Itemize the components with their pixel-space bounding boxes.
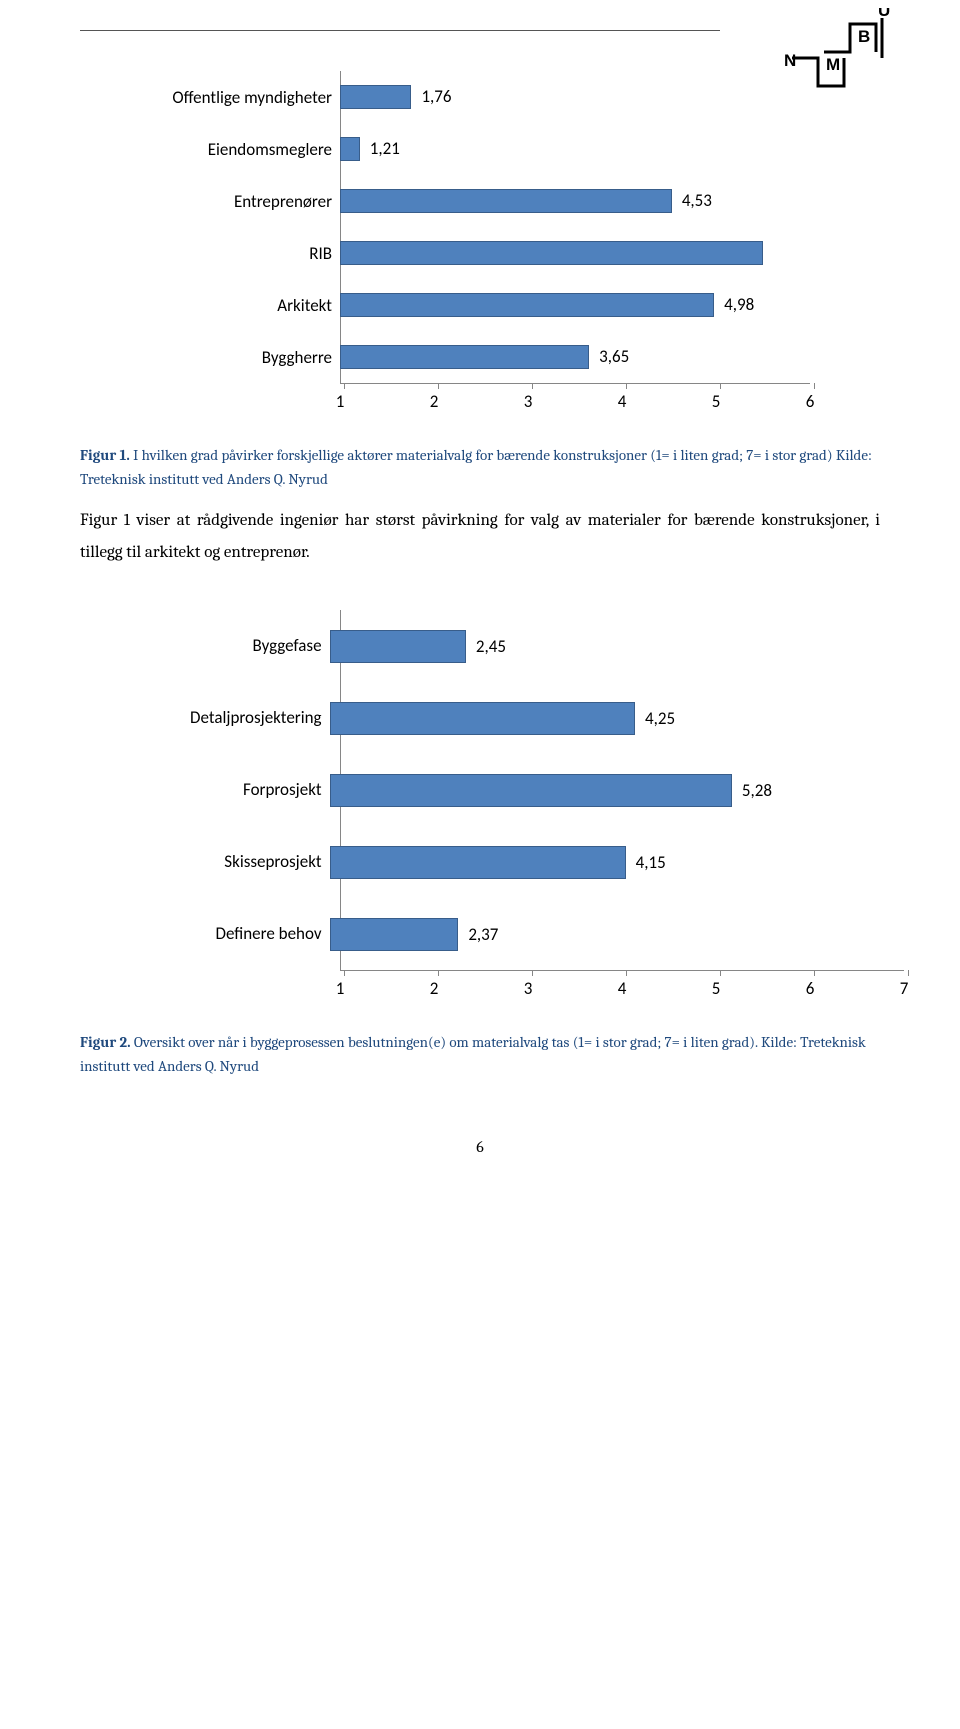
- page: N M B U Offentlige myndigheter1,76Eiendo…: [0, 0, 960, 1196]
- value-label: 4,53: [682, 189, 712, 213]
- logo-b: B: [858, 27, 870, 46]
- category-label: Offentlige myndigheter: [150, 87, 340, 108]
- value-label: 2,37: [468, 918, 498, 951]
- chart-phases: Byggefase 2,45 Detaljprosjektering 4,25 Forp…: [150, 610, 880, 1000]
- category-label: Byggefase: [150, 635, 330, 656]
- value-label: 4,15: [636, 846, 666, 879]
- bar: [340, 137, 360, 161]
- tick-label: 5: [712, 978, 721, 999]
- chart-row: Byggherre 3,65: [150, 331, 880, 383]
- category-label: Forprosjekt: [150, 779, 330, 800]
- chart-row: RIB: [150, 227, 880, 279]
- figure2-rest: Oversikt over når i byggeprosessen beslu…: [80, 1033, 866, 1075]
- value-label: 3,65: [599, 345, 629, 369]
- value-label: 2,45: [476, 630, 506, 663]
- figure2-caption: Figur 2. Oversikt over når i byggeproses…: [80, 1030, 880, 1078]
- chart-row: Arkitekt 4,98: [150, 279, 880, 331]
- tick-label: 1: [336, 978, 345, 999]
- category-label: Eiendomsmeglere: [150, 139, 340, 160]
- category-label: RIB: [150, 243, 340, 264]
- category-label: Definere behov: [150, 923, 330, 944]
- bar: [330, 846, 626, 879]
- chart-row: Byggefase 2,45: [150, 610, 880, 682]
- value-label: 1,21: [370, 137, 400, 161]
- chart-row: Definere behov 2,37: [150, 898, 880, 970]
- bar: [340, 85, 411, 109]
- value-label: 4,98: [724, 293, 754, 317]
- tick-label: 2: [430, 391, 439, 412]
- chart-row: Eiendomsmeglere 1,21: [150, 123, 880, 175]
- chart-row: Forprosjekt 5,28: [150, 754, 880, 826]
- category-label: Byggherre: [150, 347, 340, 368]
- chart-row: Detaljprosjektering 4,25: [150, 682, 880, 754]
- bar: [330, 918, 459, 951]
- logo-n: N: [784, 51, 796, 70]
- tick-label: 7: [900, 978, 909, 999]
- tick-label: 3: [524, 978, 533, 999]
- bar: [330, 774, 732, 807]
- chart-actors: Offentlige myndigheter 1,76 Eiendomsmegler…: [150, 71, 880, 413]
- category-label: Detaljprosjektering: [150, 707, 330, 728]
- tick-label: 3: [524, 391, 533, 412]
- bar: [340, 345, 589, 369]
- category-label: Entreprenører: [150, 191, 340, 212]
- figure1-lead: Figur 1.: [80, 446, 130, 464]
- figure1-caption: Figur 1. I hvilken grad påvirker forskje…: [80, 443, 880, 491]
- value-label: 1,76: [421, 85, 451, 109]
- tick-label: 5: [712, 391, 721, 412]
- bar: [330, 630, 466, 663]
- value-label: 5,28: [742, 774, 772, 807]
- tick-label: 4: [618, 391, 627, 412]
- tick-label: 1: [336, 391, 345, 412]
- logo-u: U: [878, 8, 890, 20]
- bar: [340, 189, 672, 213]
- chart-row: Skisseprosjekt 4,15: [150, 826, 880, 898]
- value-label: 4,25: [645, 702, 675, 735]
- tick-label: 4: [618, 978, 627, 999]
- body-paragraph: Figur 1 viser at rådgivende ingeniør har…: [80, 505, 880, 570]
- tick-label: 6: [806, 391, 815, 412]
- bar: [330, 702, 636, 735]
- header-rule: [80, 30, 720, 31]
- chart-row: Entreprenører 4,53: [150, 175, 880, 227]
- page-number: 6: [80, 1138, 880, 1156]
- bar: [340, 241, 763, 265]
- category-label: Arkitekt: [150, 295, 340, 316]
- tick-label: 6: [806, 978, 815, 999]
- tick-label: 2: [430, 978, 439, 999]
- bar: [340, 293, 714, 317]
- figure2-lead: Figur 2.: [80, 1033, 131, 1051]
- figure1-rest: I hvilken grad påvirker forskjellige akt…: [80, 446, 872, 488]
- category-label: Skisseprosjekt: [150, 851, 330, 872]
- chart-row: Offentlige myndigheter 1,76: [150, 71, 880, 123]
